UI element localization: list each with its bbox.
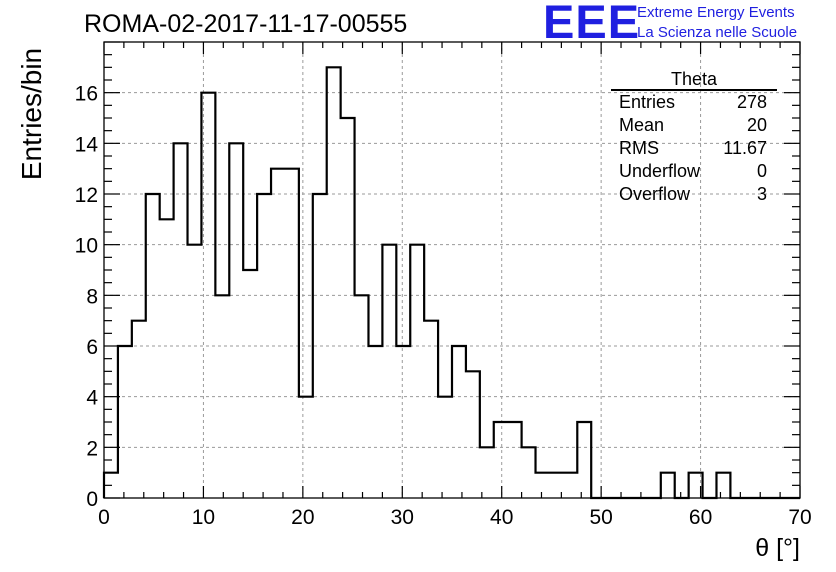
stats-value: 278: [736, 92, 767, 112]
x-tick-label: 0: [98, 506, 110, 529]
stats-row-rms: RMS 11.67: [611, 137, 777, 160]
histogram-bin: [716, 473, 730, 498]
eee-logo: EEE: [543, 0, 641, 48]
histogram-bin: [285, 169, 299, 498]
x-tick-label: 20: [291, 506, 314, 529]
histogram-bin: [215, 295, 229, 498]
histogram-bin: [577, 422, 591, 498]
x-tick-label: 70: [788, 506, 811, 529]
x-tick-label: 30: [391, 506, 414, 529]
histogram-bin: [536, 473, 550, 498]
y-tick-label: 14: [75, 133, 99, 156]
stats-value: 20: [746, 115, 767, 135]
histogram-bin: [174, 143, 188, 498]
histogram-bin: [132, 321, 146, 498]
histogram-bin: [188, 245, 202, 498]
histogram-bin: [522, 447, 536, 498]
histogram-bin: [563, 473, 577, 498]
y-tick-label: 2: [86, 437, 98, 460]
y-tick-label: 4: [86, 387, 98, 410]
stats-label: Underflow: [619, 161, 701, 181]
stats-label: RMS: [619, 138, 659, 158]
stats-label: Entries: [619, 92, 676, 112]
y-tick-label: 12: [75, 184, 98, 207]
histogram-bin: [341, 118, 355, 498]
x-tick-label: 50: [589, 506, 612, 529]
stats-box: Theta Entries 278 Mean 20 RMS 11.67 Unde…: [611, 70, 777, 206]
histogram-bin: [396, 346, 410, 498]
histogram-bin: [438, 397, 452, 498]
histogram-bin: [243, 270, 257, 498]
histogram-bin: [118, 346, 132, 498]
y-tick-label: 16: [75, 83, 98, 106]
histogram-bin: [355, 295, 369, 498]
histogram-bin: [494, 422, 508, 498]
y-tick-label: 0: [86, 488, 98, 511]
histogram-bin: [257, 194, 271, 498]
x-tick-label: 60: [689, 506, 712, 529]
histogram-bin: [299, 397, 313, 498]
histogram-bin: [424, 321, 438, 498]
histogram-bin: [410, 245, 424, 498]
stats-label: Mean: [619, 115, 665, 135]
histogram-bin: [327, 67, 341, 498]
logo-subtitle-line2: La Scienza nelle Scuole: [637, 24, 798, 41]
histogram-bin: [661, 473, 675, 498]
histogram-bin: [452, 346, 466, 498]
y-tick-label: 10: [75, 235, 98, 258]
histogram-bin: [368, 346, 382, 498]
y-tick-label: 8: [86, 285, 98, 308]
histogram-bin: [466, 371, 480, 498]
y-tick-label: 6: [86, 336, 98, 359]
stats-row-mean: Mean 20: [611, 114, 777, 137]
stats-value: 11.67: [723, 138, 767, 158]
stats-label: Overflow: [619, 184, 691, 204]
stats-value: 0: [756, 161, 767, 181]
histogram-bin: [382, 245, 396, 498]
x-tick-label: 10: [192, 506, 215, 529]
chart-title: ROMA-02-2017-11-17-00555: [84, 10, 408, 38]
histogram-bin: [508, 422, 522, 498]
histogram-bin: [201, 93, 215, 498]
histogram-bin: [480, 447, 494, 498]
x-axis-label: θ [°]: [755, 534, 800, 562]
histogram-bin: [160, 219, 174, 498]
stats-row-entries: Entries 278: [611, 91, 777, 114]
x-tick-label: 40: [490, 506, 513, 529]
histogram-bin: [313, 194, 327, 498]
histogram-series: [102, 66, 800, 500]
stats-row-underflow: Underflow 0: [611, 160, 777, 183]
histogram-bin: [271, 169, 285, 498]
logo-subtitle-line1: Extreme Energy Events: [637, 4, 795, 21]
histogram-bin: [229, 143, 243, 498]
histogram-bin: [146, 194, 160, 498]
stats-row-overflow: Overflow 3: [611, 183, 777, 206]
stats-value: 3: [756, 184, 767, 204]
stats-title: Theta: [611, 70, 777, 91]
